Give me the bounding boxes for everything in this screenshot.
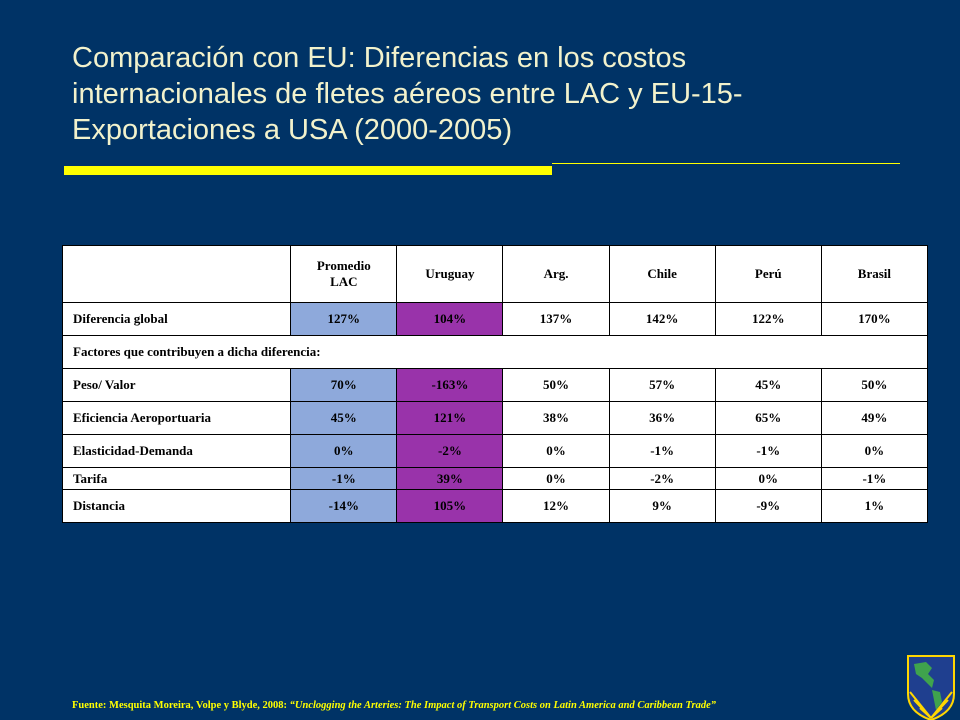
globe-americas-logo-icon xyxy=(907,655,955,720)
row-label: Peso/ Valor xyxy=(61,368,292,402)
table-row-elasticidad-demanda: Elasticidad-Demanda 0% -2% 0% -1% -1% 0% xyxy=(61,434,929,468)
table-cell: 9% xyxy=(608,489,716,523)
table-cell: 137% xyxy=(502,302,610,336)
table-row-tarifa: Tarifa -1% 39% 0% -2% 0% -1% xyxy=(61,467,929,490)
row-label: Diferencia global xyxy=(61,302,292,336)
table-cell: -163% xyxy=(396,368,504,402)
title-line-1: Comparación con EU: Diferencias en los c… xyxy=(72,42,687,74)
title-underline-thick xyxy=(64,166,552,175)
table-cell: -14% xyxy=(290,489,398,523)
header-peru: Perú xyxy=(714,245,822,303)
table-cell: 0% xyxy=(502,467,610,490)
source-prefix: Fuente: Mesquita Moreira, Volpe y Blyde,… xyxy=(72,700,290,711)
table-cell: -1% xyxy=(820,467,929,490)
header-empty-cell xyxy=(61,245,292,303)
row-label: Elasticidad-Demanda xyxy=(61,434,292,468)
table-header-row: Promedio LAC Uruguay Arg. Chile Perú Bra… xyxy=(61,245,929,303)
table-cell: 45% xyxy=(290,401,398,435)
row-label: Tarifa xyxy=(61,467,292,490)
table-cell: -1% xyxy=(714,434,822,468)
table-cell: -1% xyxy=(608,434,716,468)
table-cell: 0% xyxy=(502,434,610,468)
title-underline-thin xyxy=(552,163,900,164)
header-promedio-line: Promedio xyxy=(316,258,371,273)
table-row-distancia: Distancia -14% 105% 12% 9% -9% 1% xyxy=(61,489,929,523)
table-row-eficiencia-aeroportuaria: Eficiencia Aeroportuaria 45% 121% 38% 36… xyxy=(61,401,929,435)
table-cell: 142% xyxy=(608,302,716,336)
header-arg: Arg. xyxy=(502,245,610,303)
header-chile: Chile xyxy=(608,245,716,303)
row-label: Distancia xyxy=(61,489,292,523)
table-cell: -1% xyxy=(290,467,398,490)
table-cell: 104% xyxy=(396,302,504,336)
row-label: Eficiencia Aeroportuaria xyxy=(61,401,292,435)
table-cell: 65% xyxy=(714,401,822,435)
table-cell: 170% xyxy=(820,302,929,336)
table-cell: -2% xyxy=(608,467,716,490)
table-cell: -2% xyxy=(396,434,504,468)
table-cell: 0% xyxy=(714,467,822,490)
table-cell: 70% xyxy=(290,368,398,402)
table-cell: 50% xyxy=(820,368,929,402)
source-footnote: Fuente: Mesquita Moreira, Volpe y Blyde,… xyxy=(72,700,902,711)
title-line-3: Exportaciones a USA (2000-2005) xyxy=(72,114,513,146)
source-title: “Unclogging the Arteries: The Impact of … xyxy=(289,700,717,711)
header-lac-line: LAC xyxy=(330,274,358,289)
table-cell: 105% xyxy=(396,489,504,523)
table-cell: 57% xyxy=(608,368,716,402)
header-promedio-lac: Promedio LAC xyxy=(290,245,398,303)
factors-heading: Factores que contribuyen a dicha diferen… xyxy=(62,335,928,369)
table-cell: 127% xyxy=(290,302,398,336)
table-cell: 0% xyxy=(820,434,929,468)
table-cell: 121% xyxy=(396,401,504,435)
header-uruguay: Uruguay xyxy=(396,245,504,303)
header-brasil: Brasil xyxy=(820,245,929,303)
table-cell: 38% xyxy=(502,401,610,435)
table-cell: 0% xyxy=(290,434,398,468)
table-cell: 1% xyxy=(820,489,929,523)
table-cell: 45% xyxy=(714,368,822,402)
table-cell: 50% xyxy=(502,368,610,402)
table-cell: 12% xyxy=(502,489,610,523)
comparison-table: Promedio LAC Uruguay Arg. Chile Perú Bra… xyxy=(61,245,929,523)
table-cell: 49% xyxy=(820,401,929,435)
table-cell: 39% xyxy=(396,467,504,490)
page-title: Comparación con EU: Diferencias en los c… xyxy=(72,40,932,148)
table-row-factores-heading: Factores que contribuyen a dicha diferen… xyxy=(62,335,928,369)
table-cell: 122% xyxy=(714,302,822,336)
table-row-diferencia-global: Diferencia global 127% 104% 137% 142% 12… xyxy=(61,302,929,336)
table-cell: -9% xyxy=(714,489,822,523)
title-line-2: internacionales de fletes aéreos entre L… xyxy=(72,78,743,110)
table-cell: 36% xyxy=(608,401,716,435)
table-row-peso-valor: Peso/ Valor 70% -163% 50% 57% 45% 50% xyxy=(61,368,929,402)
